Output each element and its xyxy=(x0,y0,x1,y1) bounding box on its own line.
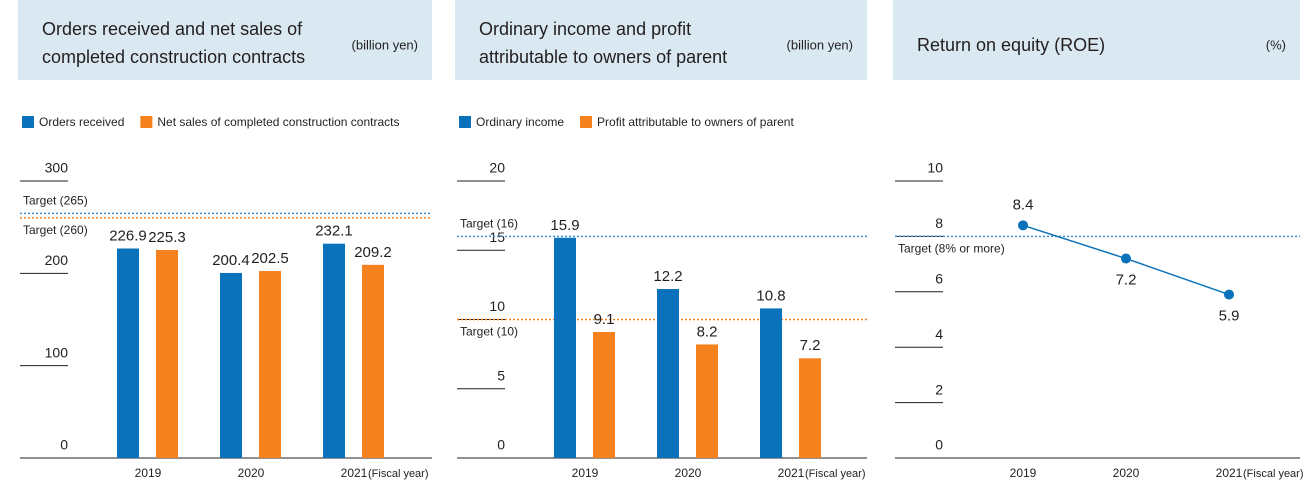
target-label: Target (10) xyxy=(460,325,518,339)
bar xyxy=(657,289,679,458)
unit-label: (billion yen) xyxy=(352,37,418,52)
point xyxy=(1224,289,1234,300)
bar xyxy=(593,331,615,458)
y-tick-label: 20 xyxy=(489,160,505,176)
point xyxy=(1121,253,1131,264)
x-note: (Fiscal year) xyxy=(805,468,866,480)
bar xyxy=(117,248,139,458)
value-label: 15.9 xyxy=(550,217,579,234)
x-tick-label: 2021 xyxy=(778,466,805,480)
y-tick-label: 0 xyxy=(497,437,505,453)
chart-title: completed construction contracts xyxy=(42,47,305,67)
y-tick-label: 300 xyxy=(45,160,69,176)
value-label: 232.1 xyxy=(315,223,353,240)
y-tick-label: 2 xyxy=(935,381,943,397)
chart-title: Return on equity (ROE) xyxy=(917,35,1105,55)
x-note: (Fiscal year) xyxy=(1243,468,1304,480)
target-label: Target (16) xyxy=(460,217,518,231)
value-label: 226.9 xyxy=(109,227,147,244)
target-label: Target (260) xyxy=(23,223,88,237)
bar xyxy=(156,249,178,458)
value-label: 8.2 xyxy=(697,323,718,340)
chart-title: Orders received and net sales of xyxy=(42,19,303,39)
target-label: Target (8% or more) xyxy=(898,242,1005,256)
header-box xyxy=(455,0,867,80)
legend-label: Net sales of completed construction cont… xyxy=(157,115,399,129)
value-label: 9.1 xyxy=(594,311,615,328)
legend-label: Profit attributable to owners of parent xyxy=(597,115,794,129)
x-tick-label: 2019 xyxy=(572,466,599,480)
value-label: 202.5 xyxy=(251,250,289,267)
legend-swatch xyxy=(580,116,593,128)
value-label: 7.2 xyxy=(800,337,821,354)
y-tick-label: 10 xyxy=(927,160,943,176)
header-box xyxy=(893,0,1300,80)
value-label: 225.3 xyxy=(148,229,186,246)
y-tick-label: 6 xyxy=(935,271,943,287)
legend-label: Orders received xyxy=(39,115,124,129)
bar xyxy=(323,243,345,458)
unit-label: (%) xyxy=(1266,37,1286,52)
x-tick-label: 2020 xyxy=(1113,466,1140,480)
unit-label: (billion yen) xyxy=(787,37,853,52)
value-label: 209.2 xyxy=(354,244,392,261)
bar xyxy=(220,272,242,458)
bar xyxy=(259,271,281,458)
x-tick-label: 2021 xyxy=(1216,466,1243,480)
bar xyxy=(554,237,576,458)
target-label: Target (265) xyxy=(23,193,88,207)
bar xyxy=(799,358,821,458)
bar xyxy=(362,264,384,458)
legend-swatch xyxy=(22,116,34,128)
x-tick-label: 2020 xyxy=(675,466,702,480)
x-note: (Fiscal year) xyxy=(368,468,429,480)
chart-title: Ordinary income and profit xyxy=(479,19,691,39)
x-tick-label: 2020 xyxy=(238,466,265,480)
x-tick-label: 2021 xyxy=(341,466,368,480)
y-tick-label: 100 xyxy=(45,344,69,360)
y-tick-label: 10 xyxy=(489,298,505,314)
y-tick-label: 0 xyxy=(60,437,68,453)
bar xyxy=(760,308,782,458)
value-label: 8.4 xyxy=(1013,196,1034,213)
legend-swatch xyxy=(459,116,471,128)
value-label: 200.4 xyxy=(212,252,250,269)
y-tick-label: 5 xyxy=(497,367,505,383)
legend-label: Ordinary income xyxy=(476,115,564,129)
y-tick-label: 4 xyxy=(935,326,943,342)
value-label: 12.2 xyxy=(653,268,682,285)
value-label: 5.9 xyxy=(1219,308,1240,325)
y-tick-label: 0 xyxy=(935,437,943,453)
y-tick-label: 200 xyxy=(45,252,69,268)
y-tick-label: 8 xyxy=(935,215,943,231)
value-label: 10.8 xyxy=(756,287,785,304)
x-tick-label: 2019 xyxy=(1010,466,1037,480)
point xyxy=(1018,220,1028,231)
legend-swatch xyxy=(140,116,153,128)
header-box xyxy=(18,0,432,80)
value-label: 7.2 xyxy=(1116,272,1137,289)
bar xyxy=(696,344,718,458)
chart-title: attributable to owners of parent xyxy=(479,47,727,67)
x-tick-label: 2019 xyxy=(135,466,162,480)
